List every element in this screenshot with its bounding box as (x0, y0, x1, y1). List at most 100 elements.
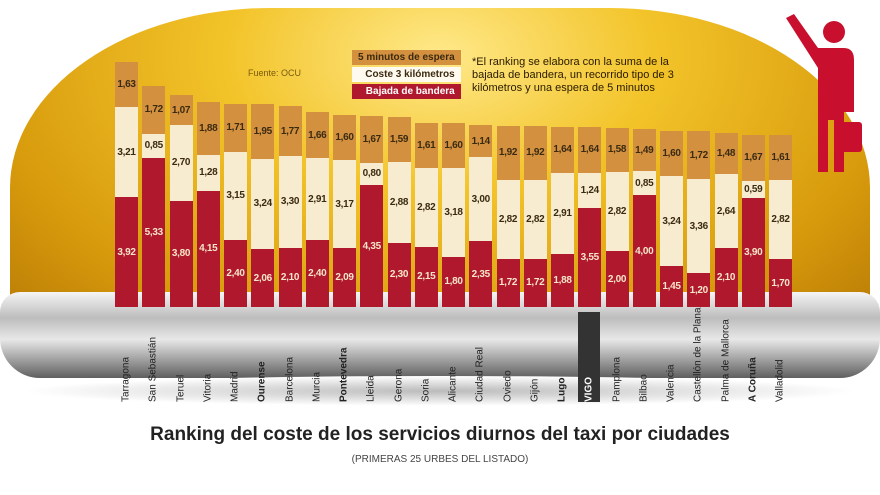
category-label: Alicante (447, 366, 459, 402)
category-label: Ciudad Real (474, 346, 486, 402)
bar-segment-0: 4,00 (632, 195, 656, 307)
data-label: 1,58 (607, 144, 627, 156)
category-label: Vitoria (202, 373, 214, 402)
category-label: Murcia (311, 371, 323, 402)
bar-segment-0: 1,72 (523, 258, 547, 307)
data-label: 2,06 (253, 272, 273, 284)
data-label: 2,10 (280, 272, 300, 284)
data-label: 2,91 (553, 208, 572, 220)
bar-segment-2: 1,66 (305, 111, 329, 159)
bar-segment-0: 1,88 (551, 254, 574, 307)
bar-segment-0: 1,70 (769, 259, 792, 307)
category-label: A Coruña (747, 357, 759, 402)
data-label: 3,00 (471, 193, 491, 205)
data-label: 1,45 (662, 281, 681, 293)
bar-segment-1: 2,91 (551, 172, 574, 255)
bar-segment-0: 4,15 (196, 190, 220, 307)
data-label: 3,90 (744, 246, 763, 258)
data-label: 3,15 (226, 190, 245, 202)
data-label: 1,61 (771, 152, 790, 164)
category-label: Oviedo (502, 370, 513, 402)
bar-segment-0: 1,45 (660, 266, 683, 307)
category-label: Valladolid (774, 359, 786, 402)
bar-segment-2: 1,63 (115, 61, 138, 108)
legend: 5 minutos de espera Coste 3 kilómetros B… (352, 50, 461, 101)
category-label: Pamplona (611, 356, 622, 402)
bar-segment-0: 2,00 (605, 251, 629, 307)
data-label: 3,17 (335, 198, 354, 210)
legend-3km: Coste 3 kilómetros (352, 67, 461, 82)
bar-segment-1: 2,88 (387, 161, 411, 243)
bar-segment-2: 1,49 (632, 129, 656, 172)
bar-segment-0: 4,35 (360, 185, 384, 307)
data-label: 3,36 (689, 220, 709, 232)
category-label: Castellón de la Plana (692, 307, 704, 402)
bar-segment-0: 2,30 (387, 242, 411, 307)
data-label: 1,60 (335, 131, 354, 143)
ranking-note: *El ranking se elabora con la suma de la… (472, 56, 674, 94)
bar-segment-2: 1,59 (387, 117, 411, 162)
data-label: 1,20 (689, 284, 709, 296)
bar-segment-1: 1,28 (196, 154, 220, 191)
data-label: 0,85 (635, 177, 654, 189)
category-label: Barcelona (284, 356, 295, 402)
bar-segment-2: 1,60 (333, 114, 356, 160)
data-label: 0,59 (744, 184, 763, 196)
bar-segment-2: 1,72 (687, 131, 711, 180)
data-label: 1,66 (308, 129, 327, 141)
bar-segment-2: 1,07 (169, 95, 193, 125)
category-label: Lleida (365, 375, 377, 402)
bar-segment-2: 1,61 (769, 135, 792, 181)
legend-bajada: Bajada de bandera (352, 84, 461, 99)
data-label: 1,72 (689, 149, 709, 161)
data-label: 2,82 (498, 213, 518, 225)
bar-segment-1: 0,85 (142, 133, 166, 158)
data-label: 3,21 (117, 146, 136, 158)
data-label: 2,82 (526, 213, 545, 225)
bar-segment-1: 2,82 (769, 180, 792, 260)
data-label: 2,30 (389, 269, 409, 281)
data-label: 1,60 (444, 139, 463, 151)
data-label: 3,24 (662, 215, 681, 227)
data-label: 0,80 (362, 168, 382, 180)
data-label: 2,70 (171, 157, 191, 169)
data-label: 3,92 (117, 246, 136, 258)
bar-segment-2: 1,71 (224, 103, 247, 152)
bar-segment-1: 0,85 (632, 171, 656, 195)
bar-segment-1: 3,15 (224, 151, 247, 240)
bar-segment-0: 2,06 (251, 249, 275, 307)
data-label: 1,49 (635, 144, 654, 156)
bar-segment-0: 2,40 (224, 239, 247, 307)
bar-segment-0: 2,09 (333, 248, 356, 307)
category-label: Madrid (229, 371, 241, 402)
data-label: 5,33 (144, 226, 164, 238)
bar-segment-2: 1,58 (605, 127, 629, 173)
bar-segment-1: 3,24 (660, 175, 683, 267)
data-label: 1,07 (171, 104, 191, 116)
bar-segment-1: 3,17 (333, 159, 356, 249)
bar-segment-2: 1,60 (442, 122, 465, 168)
data-label: 2,82 (771, 214, 790, 226)
data-label: 1,59 (389, 134, 409, 146)
data-label: 1,72 (526, 277, 545, 289)
data-label: 1,60 (662, 147, 681, 159)
data-label: 2,82 (607, 206, 627, 217)
category-label: Bilbao (638, 374, 650, 402)
data-label: 2,00 (607, 273, 627, 285)
bar-segment-0: 3,90 (741, 197, 765, 307)
category-label: Soria (420, 378, 432, 402)
category-label: Teruel (175, 374, 186, 402)
data-label: 1,95 (253, 125, 273, 137)
data-label: 1,14 (471, 135, 491, 147)
data-label: 1,63 (117, 79, 136, 91)
chart-subtitle: (PRIMERAS 25 URBES DEL LISTADO) (351, 454, 529, 465)
legend-espera: 5 minutos de espera (352, 50, 461, 65)
bar-segment-2: 1,64 (578, 126, 602, 173)
data-label: 1,48 (716, 148, 736, 160)
data-label: 2,15 (417, 271, 436, 283)
bar-segment-0: 2,15 (414, 246, 438, 307)
data-label: 2,91 (308, 193, 327, 205)
data-label: 1,88 (199, 123, 218, 135)
bar-segment-2: 1,92 (496, 126, 520, 180)
person-hailing-taxi-icon (786, 14, 862, 172)
